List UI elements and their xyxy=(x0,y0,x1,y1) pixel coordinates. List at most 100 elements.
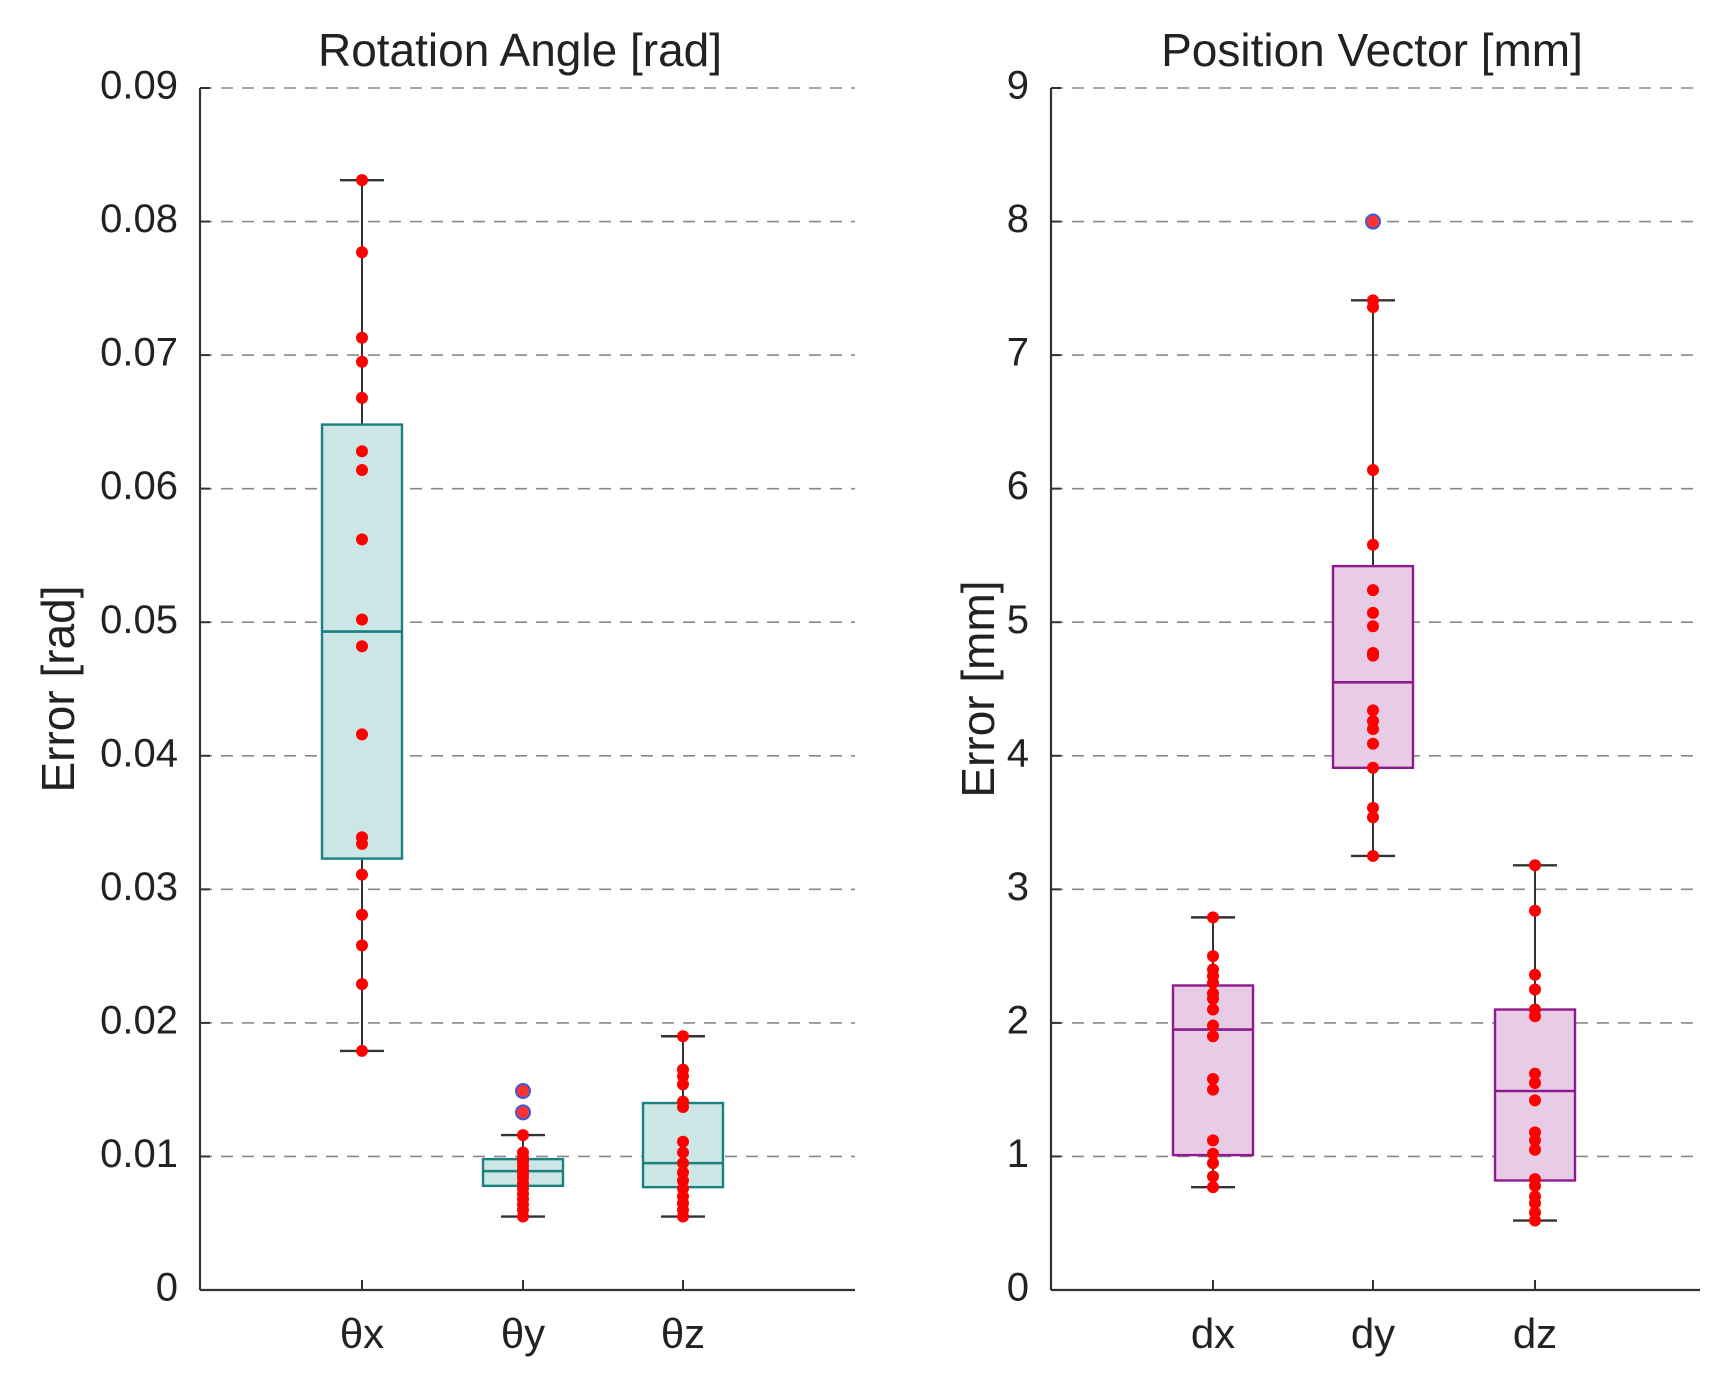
data-point xyxy=(1207,1147,1219,1160)
data-point xyxy=(1367,849,1379,862)
y-axis-label-position: Error [mm] xyxy=(952,580,1004,797)
data-point xyxy=(356,174,368,187)
data-point xyxy=(1529,904,1541,917)
y-tick-label: 0.03 xyxy=(100,865,178,909)
y-tick-label: 1 xyxy=(1007,1132,1029,1176)
data-point xyxy=(356,445,368,458)
data-point xyxy=(1367,584,1379,597)
y-tick-label: 0.04 xyxy=(100,731,178,775)
data-point xyxy=(356,640,368,653)
data-point xyxy=(1207,1170,1219,1183)
data-point xyxy=(1529,1067,1541,1080)
data-point xyxy=(1207,1083,1219,1096)
x-tick-label: dy xyxy=(1351,1310,1395,1357)
y-tick-label: 0.01 xyxy=(100,1132,178,1176)
data-point xyxy=(517,1146,529,1159)
chart-title-position-vector: Position Vector [mm] xyxy=(1161,24,1583,76)
data-point xyxy=(677,1063,689,1076)
data-point xyxy=(677,1135,689,1148)
data-point xyxy=(1367,801,1379,814)
data-point xyxy=(1529,1206,1541,1219)
outlier-point xyxy=(1365,213,1381,230)
data-point xyxy=(356,533,368,546)
chart-title-rotation-angle: Rotation Angle [rad] xyxy=(318,24,722,76)
data-point xyxy=(1207,1134,1219,1147)
data-point xyxy=(1367,606,1379,619)
data-point xyxy=(677,1030,689,1043)
data-point xyxy=(356,831,368,844)
data-point xyxy=(1529,1173,1541,1186)
y-tick-label: 4 xyxy=(1007,731,1029,775)
data-point xyxy=(517,1129,529,1142)
data-point xyxy=(1529,1076,1541,1089)
y-tick-label: 0.09 xyxy=(100,64,178,108)
data-point xyxy=(1529,968,1541,981)
plot-area-rotation: 0 0.01 0.02 0.03 0.04 0.05 0.06 0.07 0.08 0.09 θx θ… xyxy=(100,64,855,1357)
data-point xyxy=(1207,1030,1219,1043)
outlier-point xyxy=(515,1104,531,1121)
data-point xyxy=(356,331,368,344)
data-point xyxy=(1207,950,1219,963)
x-tick-label: θy xyxy=(501,1310,545,1357)
data-point xyxy=(1367,294,1379,307)
data-point xyxy=(1367,463,1379,476)
data-point xyxy=(1367,646,1379,659)
y-axis-label-rotation: Error [rad] xyxy=(32,585,84,792)
y-tick-label: 7 xyxy=(1007,331,1029,375)
y-tick-label: 0.05 xyxy=(100,598,178,642)
y-tick-label: 0.02 xyxy=(100,998,178,1042)
data-point xyxy=(1207,987,1219,1000)
y-tick-label: 9 xyxy=(1007,64,1029,108)
x-tick-label: dz xyxy=(1513,1310,1557,1357)
data-point xyxy=(1529,983,1541,996)
data-point xyxy=(356,728,368,741)
panel-rotation-angle: Rotation Angle [rad] Error [rad] 0 0.01 0.… xyxy=(32,24,855,1357)
data-point xyxy=(1207,1181,1219,1194)
data-point xyxy=(1529,1003,1541,1016)
data-point xyxy=(677,1157,689,1170)
data-point xyxy=(356,908,368,921)
data-point xyxy=(1207,963,1219,976)
y-tick-label: 8 xyxy=(1007,197,1029,241)
data-point xyxy=(356,355,368,368)
data-point xyxy=(356,246,368,259)
panel-position-vector: Position Vector [mm] Error [mm] 0 1 2 3 4 5 6 7… xyxy=(952,24,1700,1357)
y-tick-label: 5 xyxy=(1007,598,1029,642)
y-tick-label: 0.08 xyxy=(100,197,178,241)
data-point xyxy=(1367,811,1379,824)
y-tick-label: 0.07 xyxy=(100,331,178,375)
data-point xyxy=(356,1044,368,1057)
data-point xyxy=(1367,715,1379,728)
box-iqr xyxy=(1331,564,1415,769)
x-tick-label: θz xyxy=(661,1310,705,1357)
y-tick-label: 6 xyxy=(1007,464,1029,508)
data-point xyxy=(356,868,368,881)
data-point xyxy=(1367,737,1379,750)
data-point xyxy=(1367,761,1379,774)
data-point xyxy=(1207,1019,1219,1032)
data-point xyxy=(677,1146,689,1159)
data-point xyxy=(1529,859,1541,872)
data-point xyxy=(1367,620,1379,633)
data-point xyxy=(677,1166,689,1179)
y-tick-label: 2 xyxy=(1007,998,1029,1042)
data-point xyxy=(356,463,368,476)
data-point xyxy=(1207,1072,1219,1085)
y-tick-label: 0 xyxy=(156,1266,178,1310)
x-tick-label: dx xyxy=(1191,1310,1235,1357)
plot-area-position: 0 1 2 3 4 5 6 7 8 9 dx dy dz xyxy=(1007,64,1700,1357)
data-point xyxy=(1529,1126,1541,1139)
data-point xyxy=(1367,704,1379,717)
y-tick-label: 3 xyxy=(1007,865,1029,909)
data-point xyxy=(356,939,368,952)
data-point xyxy=(1367,538,1379,551)
data-point xyxy=(1207,1003,1219,1016)
data-point xyxy=(677,1095,689,1108)
x-tick-label: θx xyxy=(340,1310,384,1357)
data-point xyxy=(356,613,368,626)
y-tick-label: 0.06 xyxy=(100,464,178,508)
data-point xyxy=(1529,1190,1541,1203)
data-point xyxy=(1207,1157,1219,1170)
y-tick-label: 0 xyxy=(1007,1266,1029,1310)
